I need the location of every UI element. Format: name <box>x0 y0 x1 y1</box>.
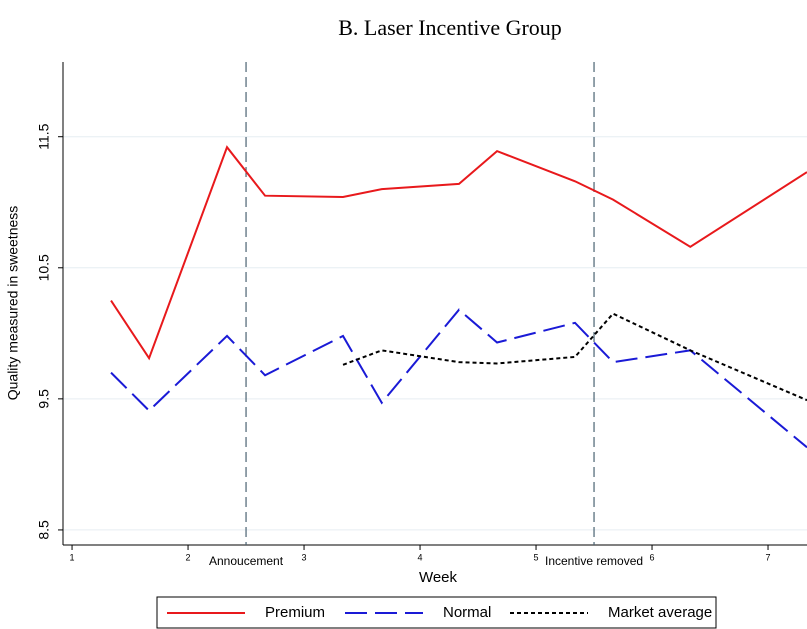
x-tick-label: 2 <box>186 552 191 562</box>
legend-label: Market average <box>608 604 712 621</box>
y-tick-label: 9.5 <box>36 389 52 409</box>
x-tick-label: 4 <box>418 552 423 562</box>
chart-title: B. Laser Incentive Group <box>338 15 562 40</box>
series-line <box>110 308 807 449</box>
reference-label: Annoucement <box>209 554 284 568</box>
reference-label: Incentive removed <box>545 554 643 568</box>
legend-label: Premium <box>265 604 325 621</box>
x-tick-label: 6 <box>650 552 655 562</box>
x-tick-label: 3 <box>302 552 307 562</box>
y-tick-label: 11.5 <box>36 123 52 149</box>
legend-label: Normal <box>443 604 491 621</box>
x-tick-label: 1 <box>70 552 75 562</box>
y-axis-label: Quality measured in sweetness <box>5 206 21 401</box>
x-tick-label: 5 <box>534 552 539 562</box>
x-tick-label: 7 <box>766 552 771 562</box>
y-tick-label: 10.5 <box>36 254 52 281</box>
y-tick-label: 8.5 <box>36 520 52 540</box>
legend <box>156 596 717 629</box>
series-line <box>110 145 807 361</box>
x-axis-label: Week <box>419 569 458 586</box>
series-line <box>342 312 807 402</box>
